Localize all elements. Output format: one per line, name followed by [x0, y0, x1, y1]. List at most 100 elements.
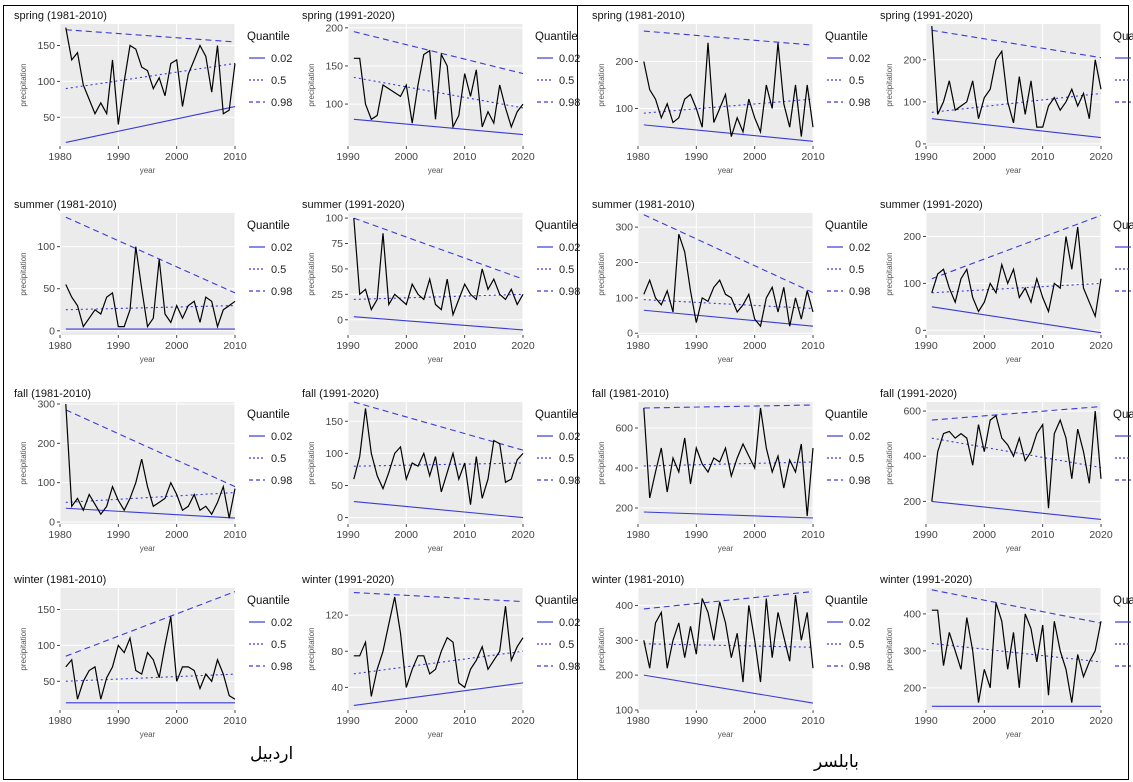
chart-title: spring (1991-2020)	[302, 10, 395, 22]
legend-title: Quantile	[247, 31, 290, 43]
x-axis-label: year	[140, 355, 156, 364]
x-tick-label: 2010	[453, 340, 477, 352]
quantile-line-0-98	[353, 31, 524, 75]
x-axis-label: year	[428, 730, 444, 739]
legend-title: Quantile	[247, 220, 290, 232]
plot-background	[60, 213, 235, 335]
y-tick-label: 200	[615, 503, 633, 515]
quantile-line-0-98	[931, 405, 1102, 421]
y-tick-label: 50	[331, 480, 343, 492]
precipitation-series-line	[643, 407, 814, 517]
plot-background	[926, 24, 1101, 146]
precipitation-series-line	[65, 616, 236, 700]
y-tick-label: 0	[49, 517, 55, 529]
y-tick-label: 50	[43, 112, 55, 124]
chart-panel-ardabil-5: fall (1981-2010) 1980 1990 2000 2010 0 100 200 3…	[14, 388, 292, 553]
x-tick-label: 2000	[973, 529, 997, 541]
quantile-line-0-98	[65, 591, 236, 657]
legend-entry-0-98: 0.98	[559, 661, 580, 673]
chart-panel-babolsar-6: fall (1991-2020) 1990 2000 2010 2020 200 400 60…	[880, 388, 1133, 553]
x-tick-label: 1980	[48, 340, 72, 352]
x-tick-label: 1980	[626, 340, 650, 352]
x-tick-label: 1990	[685, 715, 709, 727]
x-tick-label: 2010	[453, 151, 477, 163]
y-tick-label: 400	[903, 608, 921, 620]
legend-entry-0-02: 0.02	[559, 431, 580, 443]
x-tick-label: 1980	[626, 151, 650, 163]
plot-background	[60, 24, 235, 146]
x-tick-label: 2020	[1089, 151, 1113, 163]
x-tick-label: 2000	[165, 715, 189, 727]
legend-entry-0-98: 0.98	[849, 286, 870, 298]
quantile-line-0-5	[65, 491, 236, 503]
quantile-line-0-02	[931, 500, 1102, 521]
x-tick-label: 1980	[626, 529, 650, 541]
chart-panel-babolsar-8: winter (1991-2020) 1990 2000 2010 2020 200 300…	[879, 574, 1133, 739]
legend-title: Quantile	[825, 409, 868, 421]
legend-entry-0-5: 0.5	[559, 639, 574, 651]
station-label-babolsar: بابلسر	[814, 752, 859, 772]
y-tick-label: 300	[37, 398, 55, 410]
y-tick-label: 150	[37, 40, 55, 52]
y-tick-label: 300	[903, 645, 921, 657]
y-tick-label: 400	[615, 600, 633, 612]
y-tick-label: 100	[37, 477, 55, 489]
quantile-line-0-98	[643, 404, 814, 409]
y-tick-label: 150	[325, 416, 343, 428]
plot-background	[926, 213, 1101, 335]
quantile-line-0-02	[353, 682, 524, 707]
chart-panel-babolsar-3: summer (1981-2010) 1980 1990 2000 2010 0 100 20…	[592, 199, 870, 364]
legend-entry-0-5: 0.5	[849, 453, 864, 465]
y-axis-label: precipitation	[19, 63, 28, 106]
y-tick-label: 0	[49, 325, 55, 337]
plot-background	[348, 588, 523, 710]
quantile-line-0-5	[353, 293, 524, 300]
legend-entry-0-5: 0.5	[559, 264, 574, 276]
legend-title: Quantile	[247, 595, 290, 607]
legend-entry-0-98: 0.98	[271, 661, 292, 673]
x-tick-label: 2010	[801, 151, 825, 163]
y-tick-label: 400	[903, 451, 921, 463]
quantile-line-0-98	[65, 216, 236, 294]
y-tick-label: 100	[37, 640, 55, 652]
x-axis-label: year	[1006, 355, 1022, 364]
legend-title: Quantile	[535, 595, 578, 607]
chart-title: summer (1991-2020)	[302, 199, 405, 211]
legend-title: Quantile	[1113, 220, 1133, 232]
x-tick-label: 1990	[336, 529, 360, 541]
x-tick-label: 2020	[511, 340, 535, 352]
x-tick-label: 1990	[914, 340, 938, 352]
x-tick-label: 2000	[743, 529, 767, 541]
chart-panel-babolsar-2: spring (1991-2020) 1990 2000 2010 2020 0 100 20…	[880, 10, 1133, 175]
outer-frame	[3, 5, 1129, 780]
quantile-line-0-5	[643, 461, 814, 467]
quantile-line-0-02	[643, 309, 814, 327]
legend-entry-0-5: 0.5	[559, 453, 574, 465]
legend-entry-0-02: 0.02	[271, 242, 292, 254]
legend-title: Quantile	[1113, 31, 1133, 43]
x-axis-label: year	[718, 544, 734, 553]
legend-entry-0-5: 0.5	[559, 75, 574, 87]
chart-panel-babolsar-5: fall (1981-2010) 1980 1990 2000 2010 200 400 60…	[592, 388, 870, 553]
quantile-line-0-98	[65, 29, 236, 43]
x-tick-label: 2000	[395, 151, 419, 163]
quantile-line-0-02	[931, 118, 1102, 139]
y-tick-label: 150	[325, 60, 343, 72]
y-tick-label: 100	[903, 96, 921, 108]
y-tick-label: 100	[37, 241, 55, 253]
x-tick-label: 1990	[914, 151, 938, 163]
x-tick-label: 1980	[48, 529, 72, 541]
quantile-line-0-5	[353, 462, 524, 467]
legend-title: Quantile	[535, 31, 578, 43]
y-tick-label: 200	[37, 438, 55, 450]
chart-title: winter (1981-2010)	[591, 574, 684, 586]
x-tick-label: 2010	[801, 715, 825, 727]
chart-panel-ardabil-4: summer (1991-2020) 1990 2000 2010 2020 0 25 50 7…	[302, 199, 580, 364]
legend-entry-0-02: 0.02	[849, 431, 870, 443]
y-tick-label: 100	[325, 213, 343, 225]
quantile-line-0-5	[65, 62, 236, 90]
station-divider	[577, 5, 578, 780]
precipitation-series-line	[931, 410, 1102, 509]
x-tick-label: 2020	[1089, 340, 1113, 352]
